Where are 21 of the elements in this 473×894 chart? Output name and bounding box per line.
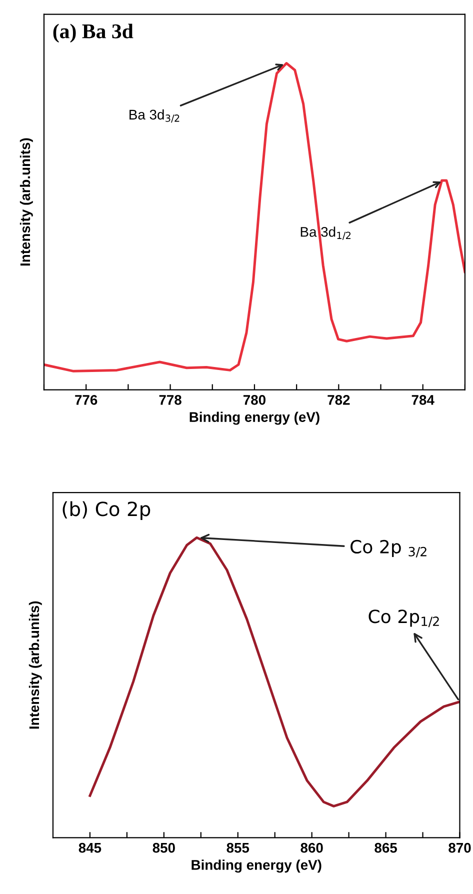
- chart-title: (a) Ba 3d: [53, 24, 134, 43]
- x-tick-label: 845: [78, 842, 102, 853]
- x-axis-title: Binding energy (eV): [190, 412, 320, 425]
- annotation: Ba 3d$_{1/2}$: [300, 226, 350, 240]
- annotation: Co 2p$_{1/2}$: [368, 610, 439, 628]
- x-tick-label: 784: [412, 395, 434, 405]
- y-axis-title: Intensity (arb.units): [20, 138, 33, 266]
- chart-title: (b) Co 2p: [62, 501, 150, 520]
- x-tick-label: 865: [374, 842, 397, 853]
- x-tick-label: 855: [226, 842, 250, 853]
- x-tick-label: 782: [328, 395, 350, 405]
- x-tick-label: 776: [75, 395, 98, 405]
- x-tick-label: 780: [243, 395, 266, 405]
- annotation: Co 2p $_{3/2}$: [350, 540, 426, 558]
- y-axis-title: Intensity (arb.units): [28, 601, 42, 729]
- x-tick-label: 860: [300, 842, 323, 853]
- x-axis-title: Binding energy (eV): [192, 860, 322, 873]
- x-tick-label: 778: [159, 395, 182, 405]
- annotation: Ba 3d$_{3/2}$: [130, 109, 180, 123]
- x-tick-label: 850: [152, 842, 175, 853]
- x-tick-label: 870: [448, 842, 471, 853]
